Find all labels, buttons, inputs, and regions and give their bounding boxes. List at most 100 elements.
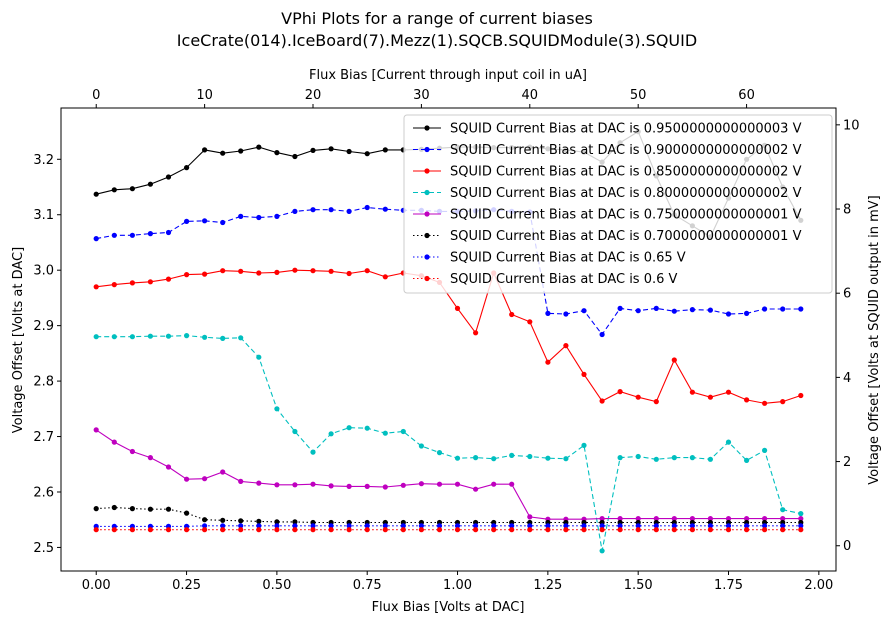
series-6 [93,523,804,530]
data-point [400,523,406,529]
legend-entry: SQUID Current Bias at DAC is 0.850000000… [413,165,802,180]
legend-marker [424,146,430,153]
data-point [635,394,641,400]
legend-entry: SQUID Current Bias at DAC is 0.800000000… [413,186,802,201]
data-point [184,510,190,516]
data-point [473,330,479,336]
data-point [364,527,370,533]
legend-entry: SQUID Current Bias at DAC is 0.750000000… [413,208,802,223]
data-point [93,334,99,340]
series-line [96,525,801,527]
data-point [238,268,244,274]
data-point [111,334,117,340]
data-point [454,455,461,461]
data-point [454,481,461,487]
data-point [292,523,298,529]
data-point [707,456,714,462]
data-point [256,354,262,360]
data-point [400,428,406,435]
data-point [617,527,623,533]
data-point [364,483,370,489]
data-point [346,148,352,155]
data-point [220,219,226,226]
data-point [527,523,533,529]
x-tick-label: 1.50 [624,578,653,593]
data-point [202,527,208,533]
data-point [509,481,515,487]
data-point [617,523,623,529]
data-point [346,527,352,533]
data-point [509,523,515,529]
data-point [707,527,714,533]
data-point [527,453,533,460]
data-point [220,517,226,523]
data-point [129,334,135,340]
data-point [129,506,135,512]
y-tick-label: 2.6 [33,485,54,500]
data-point [671,308,677,314]
data-point [581,442,587,448]
data-point [780,399,786,405]
data-point [165,464,172,470]
data-point [635,516,641,522]
y2-tick-label: 0 [843,539,851,554]
series-5 [93,504,804,526]
data-point [147,506,153,512]
data-point [202,271,208,277]
data-point [256,527,262,533]
data-point [545,359,551,365]
data-point [509,452,515,458]
data-point [147,333,153,339]
legend-entry: SQUID Current Bias at DAC is 0.6 V [413,272,678,287]
data-point [671,516,677,522]
data-point [563,343,569,349]
data-point [798,516,804,522]
data-point [93,236,99,242]
data-point [454,305,461,311]
y2-axis-label: Voltage Offset [Volts at SQUID output in… [867,195,882,484]
data-point [364,268,370,274]
data-point [147,455,153,461]
data-point [202,147,208,153]
data-point [744,397,750,403]
data-point [129,527,135,533]
series-line [96,269,801,404]
data-point [653,399,659,405]
data-point [473,455,479,461]
data-point [617,516,623,522]
data-point [418,481,424,487]
legend-entry: SQUID Current Bias at DAC is 0.65 V [413,251,686,266]
data-point [563,523,569,529]
data-point [220,523,226,529]
data-point [599,398,605,404]
y-tick-label: 3.2 [33,153,54,168]
data-point [220,469,226,475]
data-point [382,430,388,436]
data-point [744,310,750,316]
data-point [671,357,677,363]
y-tick-label: 2.9 [33,319,54,334]
legend-entry: SQUID Current Bias at DAC is 0.900000000… [413,143,802,158]
legend-marker [424,125,430,131]
legend-marker [424,189,430,196]
data-point [491,527,497,533]
data-point [184,272,190,278]
data-point [165,506,172,512]
y2-tick-label: 10 [843,118,860,133]
data-point [762,306,768,312]
data-point [436,523,443,529]
data-point [689,389,696,395]
data-point [491,523,497,529]
data-point [563,311,569,317]
data-point [129,448,135,455]
data-point [165,276,172,282]
data-point [671,455,677,461]
data-point [93,284,99,290]
x-tick-label: 1.75 [714,578,743,593]
data-point [581,527,587,533]
data-point [274,527,280,533]
data-point [689,527,696,533]
data-point [436,527,443,533]
data-point [238,335,244,341]
data-point [328,527,334,533]
